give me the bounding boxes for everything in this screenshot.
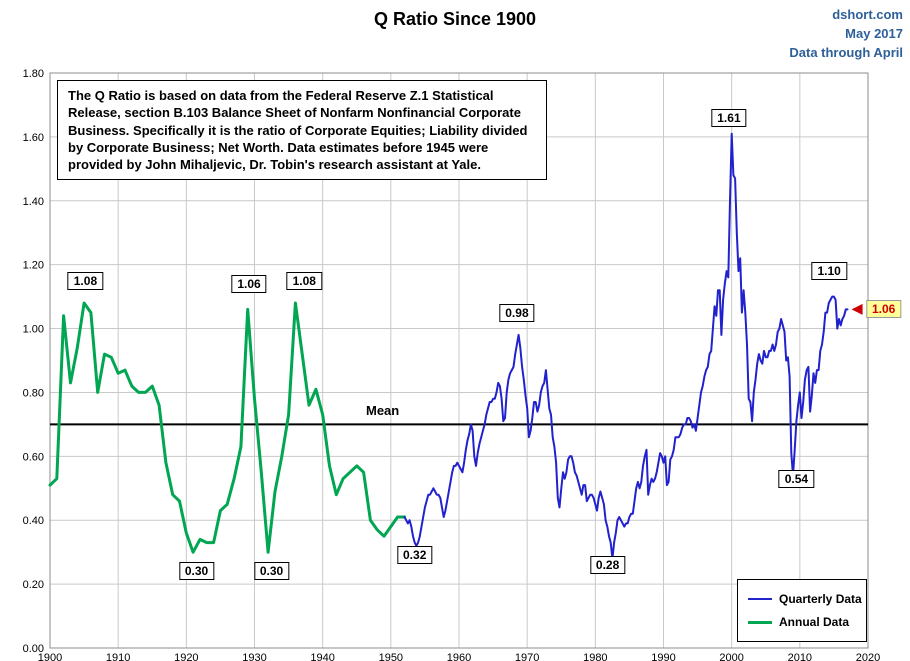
source-note: Data through April: [789, 45, 903, 60]
x-tick-label: 1910: [106, 652, 130, 661]
x-tick-label: 2020: [856, 652, 880, 661]
source-date: May 2017: [845, 26, 903, 41]
plot-border: [49, 72, 869, 649]
x-tick-label: 2000: [719, 652, 743, 661]
source-block: dshort.com May 2017 Data through April: [789, 5, 903, 62]
x-tick-label: 2010: [788, 652, 812, 661]
legend-item-quarterly: Quarterly Data: [748, 592, 866, 606]
latest-value-arrow: [851, 303, 863, 315]
x-tick-label: 1980: [583, 652, 607, 661]
y-tick-label: 1.80: [23, 68, 44, 80]
legend-label-quarterly: Quarterly Data: [779, 592, 862, 606]
annotation-box: The Q Ratio is based on data from the Fe…: [57, 80, 547, 181]
y-tick-label: 0.00: [23, 643, 44, 655]
y-tick-label: 1.20: [23, 260, 44, 272]
y-tick-label: 1.40: [23, 196, 44, 208]
x-tick-label: 1930: [242, 652, 266, 661]
legend-item-annual: Annual Data: [748, 615, 866, 629]
legend-label-annual: Annual Data: [779, 615, 850, 629]
x-tick-label: 1940: [310, 652, 334, 661]
quarterly-data-line: [403, 132, 849, 560]
y-tick-label: 0.80: [23, 387, 44, 399]
x-tick-label: 1990: [651, 652, 675, 661]
quarterly-line-swatch: [748, 598, 772, 600]
annual-data-line: [48, 301, 406, 554]
x-tick-label: 1970: [515, 652, 539, 661]
source-site: dshort.com: [832, 7, 903, 22]
y-tick-label: 1.60: [23, 132, 44, 144]
annual-line-swatch: [748, 620, 772, 624]
x-tick-label: 1950: [379, 652, 403, 661]
chart-title: Q Ratio Since 1900: [373, 9, 537, 29]
y-tick-label: 0.60: [23, 451, 44, 463]
y-tick-label: 0.40: [23, 515, 44, 527]
x-tick-label: 1920: [174, 652, 198, 661]
x-tick-label: 1960: [447, 652, 471, 661]
y-tick-label: 0.20: [23, 579, 44, 591]
y-tick-label: 1.00: [23, 324, 44, 336]
legend: Quarterly Data Annual Data: [737, 579, 867, 642]
x-tick-label: 1900: [38, 652, 62, 661]
